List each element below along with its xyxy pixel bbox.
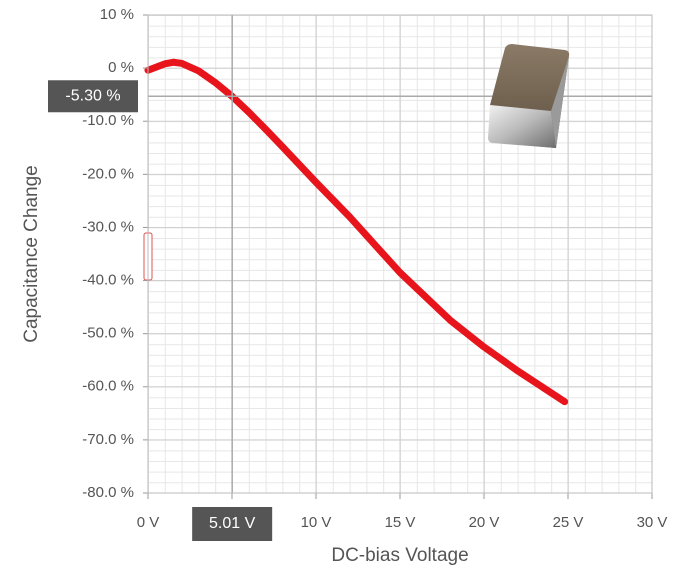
crosshair-x-label: 5.01 V: [209, 515, 256, 532]
y-tick-label: 10 %: [100, 6, 134, 23]
y-tick-label: -40.0 %: [82, 272, 134, 289]
y-tick-label: -30.0 %: [82, 218, 134, 235]
x-tick-label: 25 V: [553, 514, 584, 531]
x-tick-label: 10 V: [301, 514, 332, 531]
y-tick-label: 0 %: [108, 59, 134, 76]
x-tick-label: 0 V: [137, 514, 160, 531]
y-tick-label: -50.0 %: [82, 325, 134, 342]
y-tick-label: -10.0 %: [82, 112, 134, 129]
x-tick-label: 30 V: [637, 514, 668, 531]
y-axis-label: Capacitance Change: [21, 165, 42, 342]
y-tick-label: -60.0 %: [82, 378, 134, 395]
y-tick-label: -20.0 %: [82, 165, 134, 182]
y-tick-label: -70.0 %: [82, 431, 134, 448]
x-axis-label: DC-bias Voltage: [331, 545, 468, 566]
page: 10 % 0 % -10.0 % -20.0 % -30.0 % -40.0 % -50.0…: [0, 0, 675, 579]
y-tick-label: -80.0 %: [82, 484, 134, 501]
x-tick-label: 15 V: [385, 514, 416, 531]
crosshair-y-label: -5.30 %: [65, 87, 120, 104]
x-tick-label: 20 V: [469, 514, 500, 531]
chart: 10 % 0 % -10.0 % -20.0 % -30.0 % -40.0 % -50.0…: [0, 0, 675, 574]
